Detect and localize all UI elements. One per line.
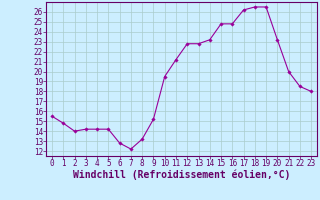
X-axis label: Windchill (Refroidissement éolien,°C): Windchill (Refroidissement éolien,°C): [73, 170, 290, 180]
